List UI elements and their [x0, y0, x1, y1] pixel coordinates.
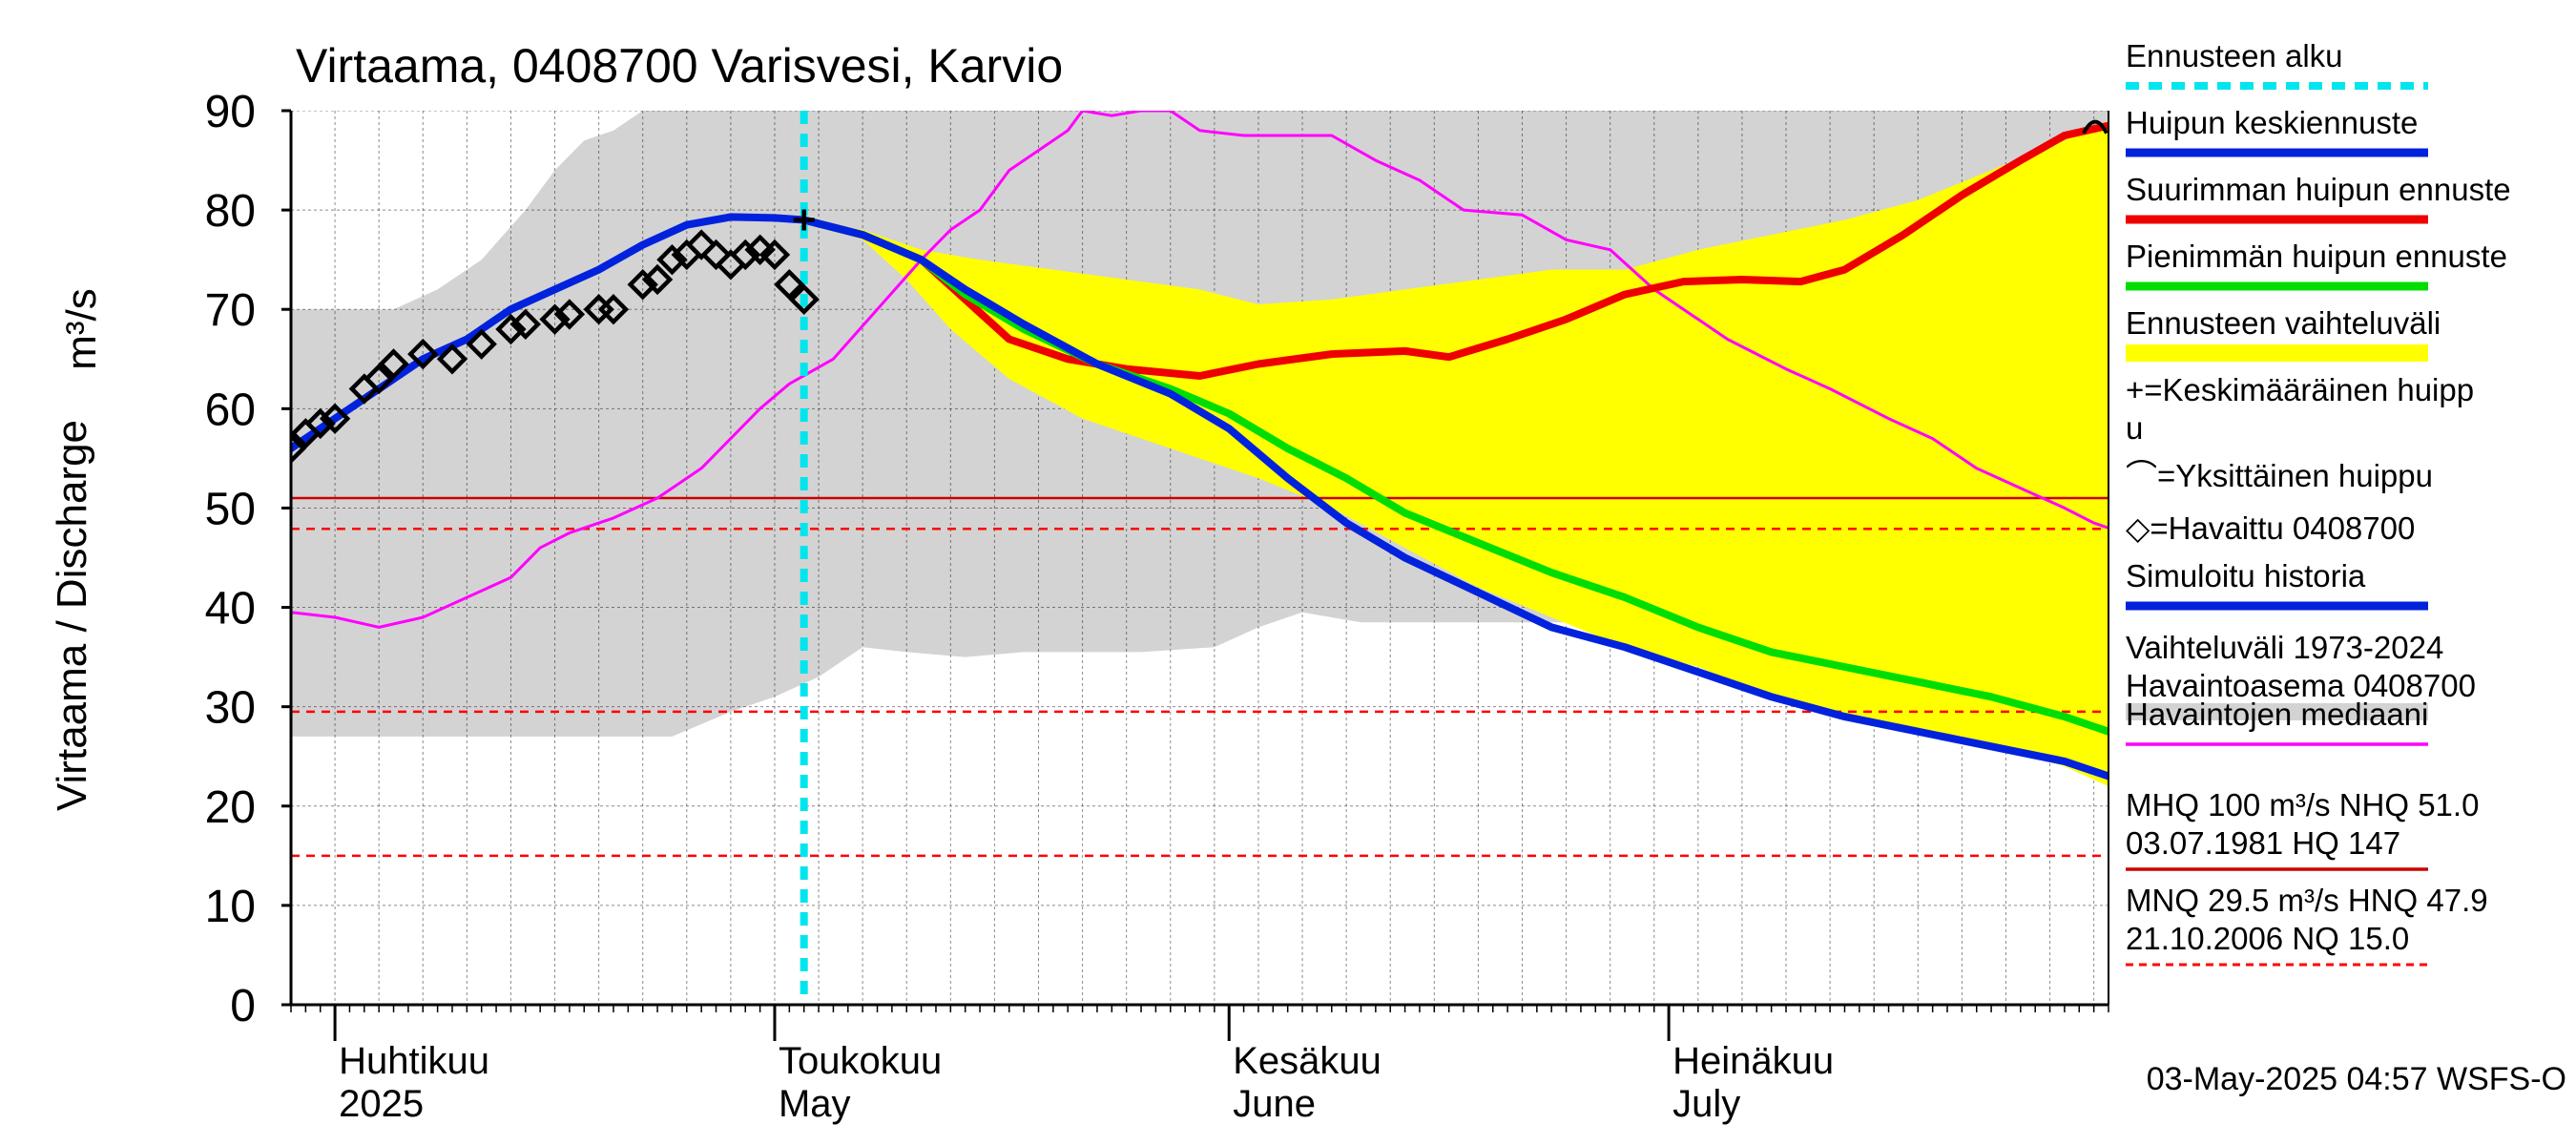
legend-swatch — [2126, 344, 2428, 362]
observed-point — [466, 328, 497, 360]
y-axis-unit: m³/s — [58, 288, 105, 370]
observed-point — [730, 239, 761, 271]
month-sublabel: 2025 — [339, 1083, 424, 1125]
legend-label: MHQ 100 m³/s NHQ 51.0 — [2126, 787, 2479, 822]
month-label: Huhtikuu — [339, 1040, 489, 1082]
legend-label: Huipun keskiennuste — [2126, 105, 2418, 140]
y-tick-label: 60 — [205, 385, 256, 435]
observed-point — [744, 234, 776, 265]
y-tick-label: 90 — [205, 87, 256, 137]
month-label: Toukokuu — [779, 1040, 942, 1082]
y-tick-label: 20 — [205, 782, 256, 833]
month-label: Heinäkuu — [1672, 1040, 1834, 1082]
observed-point — [685, 229, 717, 260]
observed-point — [700, 239, 732, 271]
series-huipun-keskiennuste — [800, 216, 2109, 781]
legend-label: MNQ 29.5 m³/s HNQ 47.9 — [2126, 883, 2488, 918]
month-label: Kesäkuu — [1233, 1040, 1381, 1082]
y-tick-label: 50 — [205, 484, 256, 534]
legend-label: Simuloitu historia — [2126, 558, 2366, 593]
observed-point — [319, 403, 351, 434]
legend-label: Ennusteen vaihteluväli — [2126, 305, 2441, 341]
forecast-range-band — [803, 120, 2109, 786]
series-havaintojen-mediaani — [291, 111, 2109, 629]
legend-label: +=Keskimääräinen huipp — [2126, 372, 2474, 407]
legend-label: Pienimmän huipun ennuste — [2126, 239, 2507, 274]
observed-point — [509, 308, 541, 341]
series-suurimman-huipun-ennuste — [800, 121, 2109, 380]
single-peak-marker — [2082, 119, 2109, 135]
observed-point — [436, 344, 468, 375]
observed-point — [627, 269, 658, 301]
legend-swatch — [2126, 703, 2428, 720]
observed-point — [291, 432, 307, 465]
month-sublabel: July — [1672, 1083, 1740, 1125]
legend-label-line2: Havaintoasema 0408700 — [2126, 668, 2476, 703]
legend-label: ⌒=Yksittäinen huippu — [2126, 458, 2433, 493]
legend-label: Havaintojen mediaani — [2126, 697, 2428, 732]
observed-point — [363, 363, 395, 395]
y-tick-label: 40 — [205, 584, 256, 635]
legend-label-line2: 03.07.1981 HQ 147 — [2126, 825, 2400, 861]
mean-peak-marker — [793, 209, 815, 231]
observed-point — [304, 407, 336, 440]
y-tick-label: 70 — [205, 285, 256, 336]
legend-label: ◇=Havaittu 0408700 — [2126, 510, 2415, 546]
observed-point — [378, 348, 409, 380]
month-sublabel: June — [1233, 1083, 1316, 1125]
series-pienimman-huipun-ennuste — [800, 216, 2109, 736]
timestamp-label: 03-May-2025 04:57 WSFS-O — [2147, 1061, 2566, 1097]
observed-point — [407, 338, 439, 370]
y-tick-label: 80 — [205, 186, 256, 237]
observed-point — [553, 299, 586, 330]
observed-point — [774, 269, 805, 301]
legend-label: Suurimman huipun ennuste — [2126, 172, 2511, 207]
chart-title: Virtaama, 0408700 Varisvesi, Karvio — [296, 39, 1063, 93]
observed-point — [495, 313, 527, 345]
observed-point — [788, 283, 820, 315]
legend-label: Vaihteluväli 1973-2024 — [2126, 630, 2443, 665]
y-tick-label: 0 — [230, 981, 256, 1031]
legend-label: Ennusteen alku — [2126, 38, 2343, 73]
y-tick-label: 10 — [205, 882, 256, 932]
y-axis-label: Virtaama / Discharge — [49, 420, 95, 811]
observed-point — [597, 294, 630, 325]
observed-point — [539, 303, 571, 335]
y-tick-label: 30 — [205, 683, 256, 734]
observed-point — [758, 239, 791, 271]
month-sublabel: May — [779, 1083, 851, 1125]
observed-point — [641, 263, 674, 296]
observed-point — [656, 243, 688, 276]
legend-label-line2: 21.10.2006 NQ 15.0 — [2126, 921, 2409, 956]
legend-label-line2: u — [2126, 410, 2143, 446]
